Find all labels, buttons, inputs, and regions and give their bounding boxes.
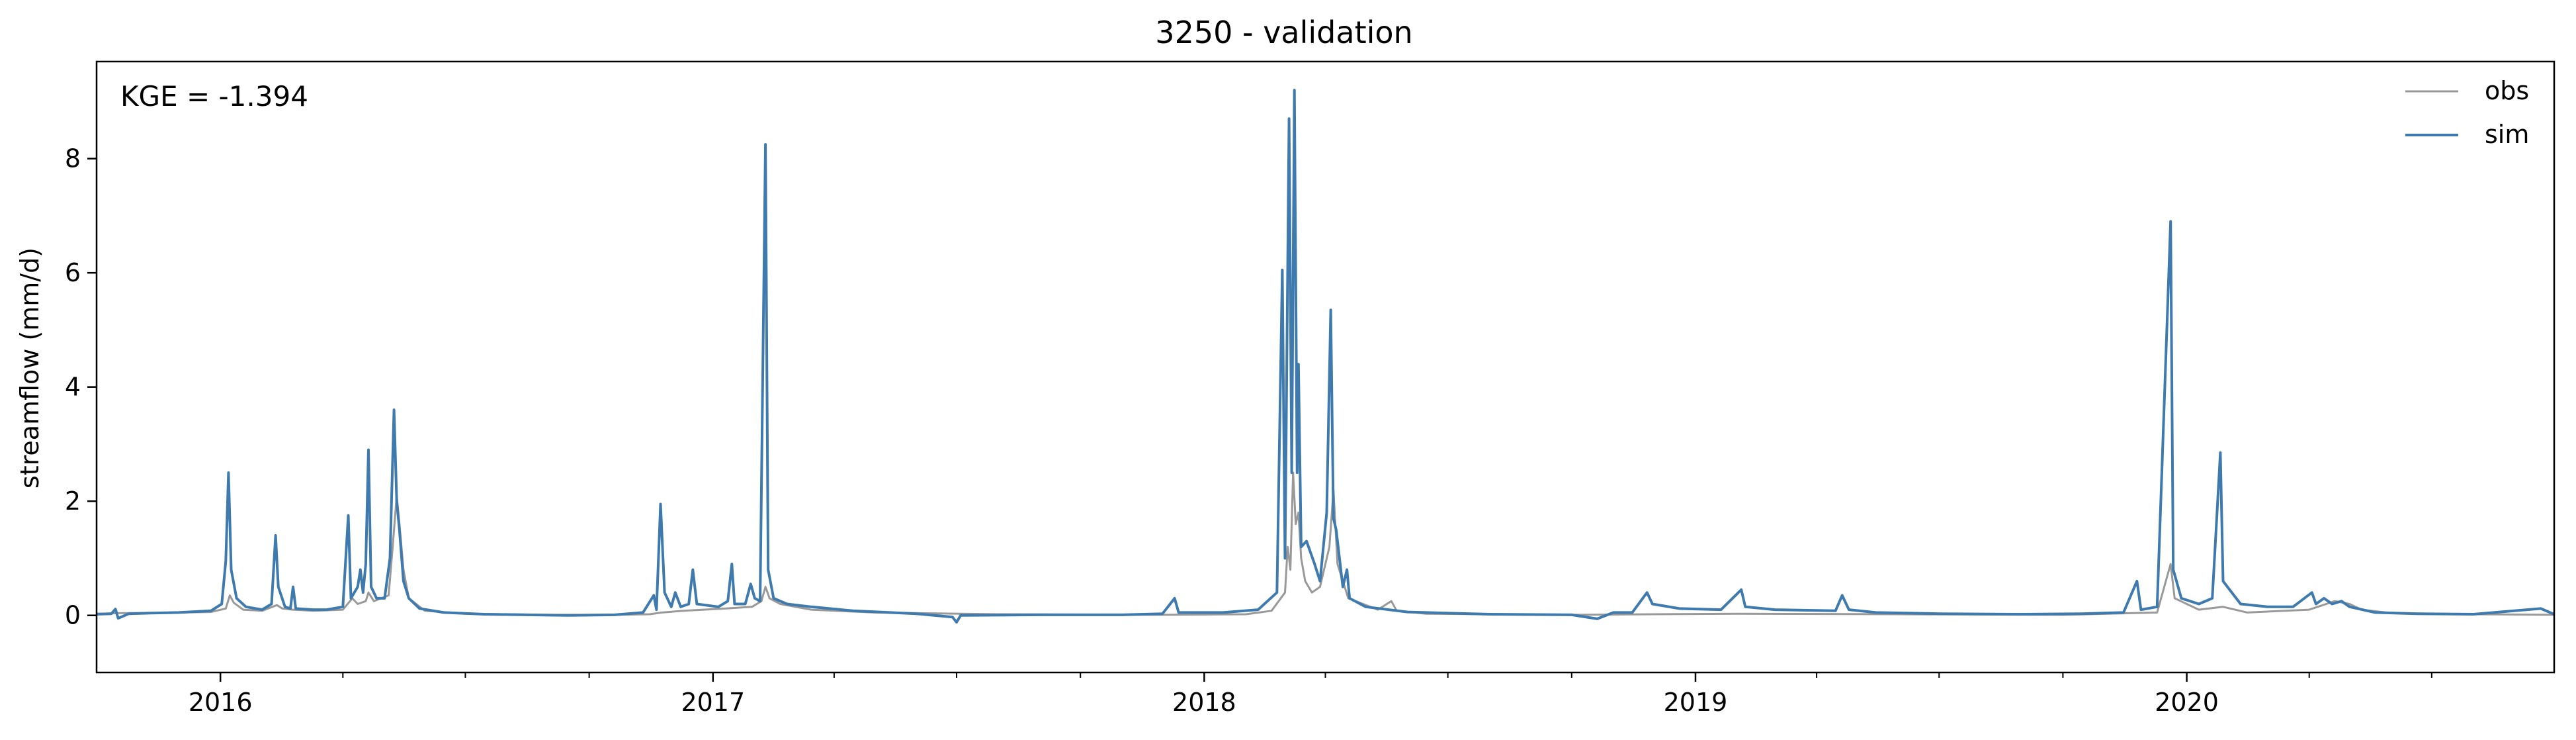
chart-title: 3250 - validation	[1155, 15, 1412, 50]
legend-label-obs: obs	[2485, 76, 2529, 105]
y-tick-label: 0	[65, 601, 81, 630]
y-tick-label: 2	[65, 486, 81, 516]
x-tick-label: 2016	[189, 688, 253, 717]
y-axis: 0 2 4 6 8	[65, 144, 97, 630]
x-axis: 2016 2017 2018 2019 2020	[189, 672, 2432, 717]
x-tick-label: 2017	[681, 688, 745, 717]
y-tick-label: 8	[65, 144, 81, 173]
y-axis-label: streamflow (mm/d)	[15, 248, 44, 488]
y-tick-label: 6	[65, 258, 81, 287]
x-tick-label: 2018	[1172, 688, 1236, 717]
y-tick-label: 4	[65, 373, 81, 402]
legend: obs sim	[2405, 76, 2529, 149]
x-tick-label: 2019	[1664, 688, 1728, 717]
x-tick-label: 2020	[2155, 688, 2219, 717]
series-layer	[97, 89, 2554, 624]
legend-label-sim: sim	[2485, 120, 2529, 149]
series-line-sim	[97, 89, 2554, 624]
kge-annotation: KGE = -1.394	[120, 80, 308, 113]
